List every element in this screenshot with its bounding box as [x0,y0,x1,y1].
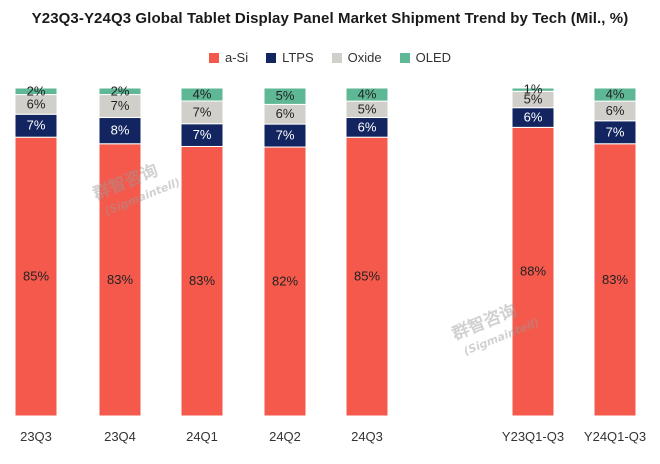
data-label: 7% [111,98,130,113]
bar-a-si-y24q1-q3 [593,143,637,417]
data-label: 7% [276,128,295,143]
bar-oled-24q1 [180,87,224,102]
bar-oled-24q3 [345,87,389,102]
bar-oled-24q2 [263,87,307,105]
bar-oled-23q4 [98,87,142,96]
bar-a-si-23q4 [98,143,142,417]
legend-swatch [399,52,410,63]
bar-a-si-24q2 [263,146,307,417]
data-label: 7% [606,124,625,139]
legend-item-oled: OLED [399,50,452,65]
data-label: 6% [358,119,377,134]
data-label: 83% [189,273,215,288]
data-label: 82% [272,274,298,289]
bar-oled-23q3 [14,87,58,96]
data-label: 83% [602,272,628,287]
data-label: 83% [107,272,133,287]
legend-item-a-si: a-Si [208,50,249,65]
data-label: 6% [606,103,625,118]
data-label: 8% [111,123,130,138]
data-label: 7% [193,127,212,142]
data-label: 7% [193,104,212,119]
data-label: 2% [27,83,46,98]
category-label: 23Q3 [20,429,52,444]
category-label: 24Q1 [186,429,218,444]
bar-oled-y24q1-q3 [593,87,637,102]
legend-label: LTPS [282,50,314,65]
data-label: 7% [27,118,46,133]
category-label: 24Q3 [351,429,383,444]
data-label: 85% [23,269,49,284]
data-label: 88% [520,264,546,279]
legend-item-oxide: Oxide [331,50,382,65]
bar-ltps-23q4 [98,117,142,145]
legend: a-Si LTPS Oxide OLED [0,50,660,65]
bar-oled-y23q1-q3 [511,87,555,92]
data-label: 5% [276,88,295,103]
legend-label: OLED [415,50,452,65]
legend-swatch [208,52,219,63]
category-label: Y24Q1-Q3 [584,429,646,444]
data-label: 5% [524,91,543,106]
data-label: 1% [524,82,543,97]
legend-swatch [331,52,342,63]
data-label: 2% [111,83,130,98]
legend-swatch [266,52,277,63]
chart-title: Y23Q3-Y24Q3 Global Tablet Display Panel … [31,10,629,27]
bar-a-si-y23q1-q3 [511,126,555,417]
data-label: 4% [358,87,377,102]
data-label: 4% [606,87,625,102]
legend-item-ltps: LTPS [266,50,314,65]
category-label: 23Q4 [104,429,136,444]
data-label: 85% [354,269,380,284]
data-label: 4% [193,86,212,101]
legend-label: a-Si [224,50,249,65]
category-label: 24Q2 [269,429,301,444]
legend-label: Oxide [347,50,382,65]
bar-a-si-24q3 [345,136,389,417]
data-label: 6% [276,106,295,121]
data-label: 6% [524,110,543,125]
data-label: 5% [358,101,377,116]
data-label: 6% [27,96,46,111]
category-label: Y23Q1-Q3 [502,429,564,444]
